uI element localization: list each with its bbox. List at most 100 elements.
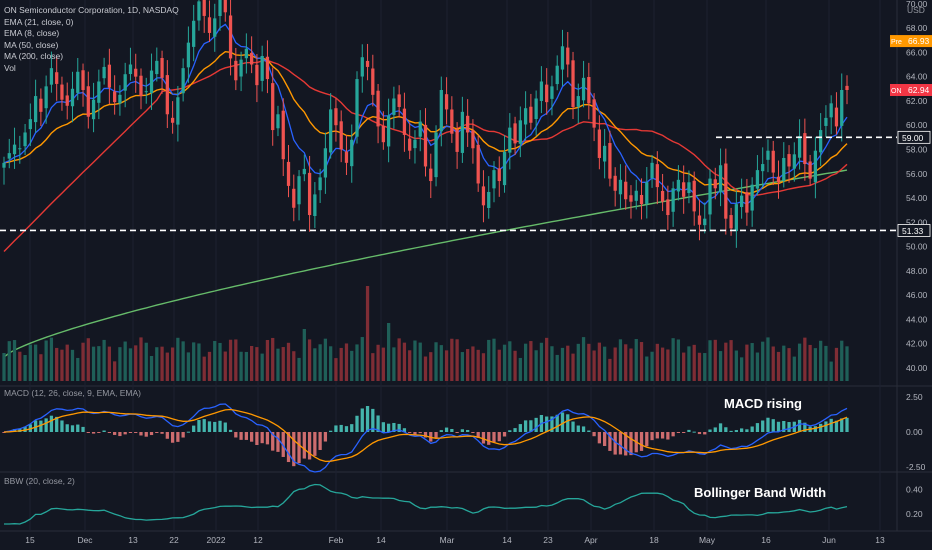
volume-bar [276, 348, 280, 381]
macd-histogram-bar [281, 432, 285, 457]
candle-body [276, 114, 280, 129]
macd-histogram-bar [339, 424, 343, 432]
x-tick-label: 23 [543, 535, 553, 545]
volume-bar [228, 339, 233, 381]
volume-bar [513, 350, 517, 381]
macd-histogram-bar [444, 427, 449, 432]
volume-bar [834, 347, 839, 381]
macd-histogram-bar [102, 430, 106, 432]
candle-body [444, 94, 449, 110]
volume-bar [771, 346, 775, 381]
candle-body [513, 123, 517, 144]
volume-bar [787, 348, 791, 381]
candle-body [139, 75, 143, 97]
volume-bar [160, 346, 164, 381]
macd-histogram-bar [603, 432, 607, 446]
macd-histogram-bar [550, 416, 554, 432]
macd-histogram-bar [12, 429, 17, 432]
candle-body [260, 56, 264, 81]
macd-histogram-bar [360, 408, 364, 432]
macd-histogram-bar [840, 418, 844, 432]
x-tick-label: 14 [376, 535, 386, 545]
volume-bar [218, 342, 222, 381]
volume-bar [539, 342, 544, 381]
volume-bar [481, 353, 486, 381]
macd-histogram-bar [392, 422, 396, 432]
macd-histogram-bar [365, 406, 370, 432]
candle-body [249, 52, 254, 65]
candle-body [824, 117, 828, 126]
macd-histogram-bar [70, 425, 75, 432]
macd-histogram-bar [566, 414, 570, 432]
macd-histogram-bar [207, 421, 212, 432]
macd-histogram-bar [782, 420, 786, 432]
macd-histogram-bar [555, 414, 559, 432]
candle-body [539, 81, 544, 101]
candle-body [845, 85, 849, 90]
candle-body [655, 164, 659, 188]
volume-bar [381, 347, 385, 381]
volume-bar [281, 347, 285, 381]
candle-body [271, 83, 275, 131]
macd-histogram-bar [813, 426, 818, 432]
volume-bar [297, 357, 301, 381]
macd-histogram-bar [523, 420, 528, 432]
candle-body [671, 188, 675, 212]
macd-histogram-bar [845, 417, 849, 432]
candle-body [81, 70, 85, 90]
volume-bar [487, 339, 491, 381]
candle-body [497, 168, 501, 182]
volume-bar [418, 342, 422, 381]
candle-body [645, 182, 649, 204]
candle-body [128, 64, 133, 75]
candle-body [408, 138, 412, 151]
candle-body [70, 88, 75, 107]
volume-bar [2, 353, 6, 381]
volume-bar [23, 355, 27, 381]
volume-bar [492, 338, 496, 381]
volume-bar [592, 350, 596, 381]
price-tick-label: 68.00 [906, 23, 928, 33]
price-tick-label: 54.00 [906, 193, 928, 203]
candle-body [455, 129, 459, 152]
volume-bar [113, 361, 117, 381]
macd-histogram-bar [144, 432, 148, 437]
candle-body [207, 17, 212, 33]
volume-bar [97, 346, 101, 381]
macd-histogram-bar [692, 431, 696, 433]
x-tick-label: 15 [25, 535, 35, 545]
macd-histogram-bar [703, 432, 707, 435]
macd-histogram-bar [49, 415, 54, 432]
macd-histogram-bar [107, 432, 112, 433]
candle-body [165, 75, 169, 115]
candle-body [160, 58, 164, 78]
macd-histogram-bar [597, 432, 602, 444]
price-badge-value: 62.94 [908, 85, 930, 95]
volume-bar [634, 339, 638, 381]
volume-bar [397, 338, 401, 381]
macd-annotation: MACD rising [724, 396, 802, 411]
candle-body [113, 91, 117, 103]
volume-bar [739, 357, 744, 381]
volume-bar [12, 340, 17, 381]
macd-histogram-bar [44, 418, 48, 432]
macd-histogram-bar [81, 426, 85, 432]
macd-histogram-bar [655, 432, 659, 439]
macd-histogram-bar [671, 432, 675, 437]
macd-histogram-bar [128, 432, 133, 433]
candle-body [566, 47, 570, 65]
candle-body [339, 121, 343, 150]
bbw-tick-label: 0.40 [906, 484, 923, 494]
candle-body [792, 154, 796, 169]
candle-body [28, 119, 32, 130]
candle-body [639, 194, 644, 205]
volume-bar [645, 356, 649, 381]
level-badge [897, 224, 931, 237]
macd-histogram-bar [60, 420, 64, 432]
volume-bar [797, 343, 802, 381]
legend-ema21: EMA (21, close, 0) [4, 16, 74, 27]
candle-body [149, 70, 154, 94]
candle-body [808, 161, 812, 179]
macd-histogram-bar [176, 432, 180, 442]
